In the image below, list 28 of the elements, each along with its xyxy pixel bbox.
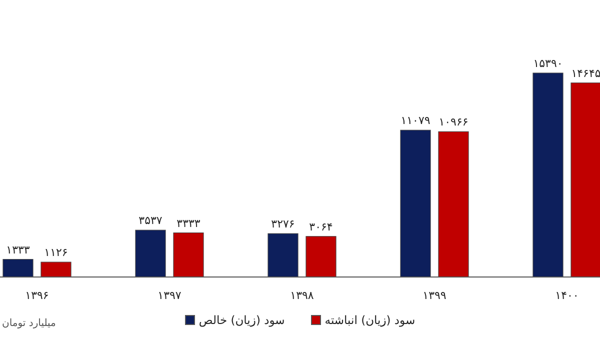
x-tick-label: ۱۴۰۰: [555, 289, 579, 302]
bar: [570, 82, 600, 278]
bar: [306, 236, 336, 278]
text: میلیارد تومان: [2, 318, 56, 329]
legend-label: سود (زیان) انباشته: [324, 313, 416, 327]
bar: [400, 130, 431, 278]
data-label: ۱۵۳۹۰: [533, 57, 563, 70]
bar: [135, 230, 166, 278]
data-label: ۱۴۶۴۵: [571, 66, 600, 80]
bar: [532, 72, 564, 278]
data-label: ۳۵۳۷: [138, 214, 162, 228]
data-label: ۳۳۳۳: [176, 216, 200, 230]
x-tick-label: ۱۳۹۸: [290, 289, 314, 302]
x-tick-label: ۱۳۹۹: [422, 289, 446, 302]
bar: [40, 262, 72, 278]
bar: [268, 233, 298, 278]
legend-label: سود (زیان) خالص: [198, 313, 285, 327]
data-label: ۱۳۳۳: [6, 243, 30, 256]
x-tick-label: ۱۳۹۷: [158, 289, 182, 302]
data-label: ۳۰۶۴: [309, 220, 333, 234]
bar: [438, 131, 469, 278]
bar: [173, 232, 204, 278]
data-label: ۱۰۹۶۶: [438, 116, 468, 129]
bar: [2, 259, 34, 278]
data-label: ۱۱۰۷۹: [400, 114, 430, 128]
data-label: ۱۱۲۶: [44, 246, 68, 260]
data-label: ۳۲۷۶: [271, 218, 295, 231]
x-tick-label: ۱۳۹۶: [25, 289, 49, 302]
